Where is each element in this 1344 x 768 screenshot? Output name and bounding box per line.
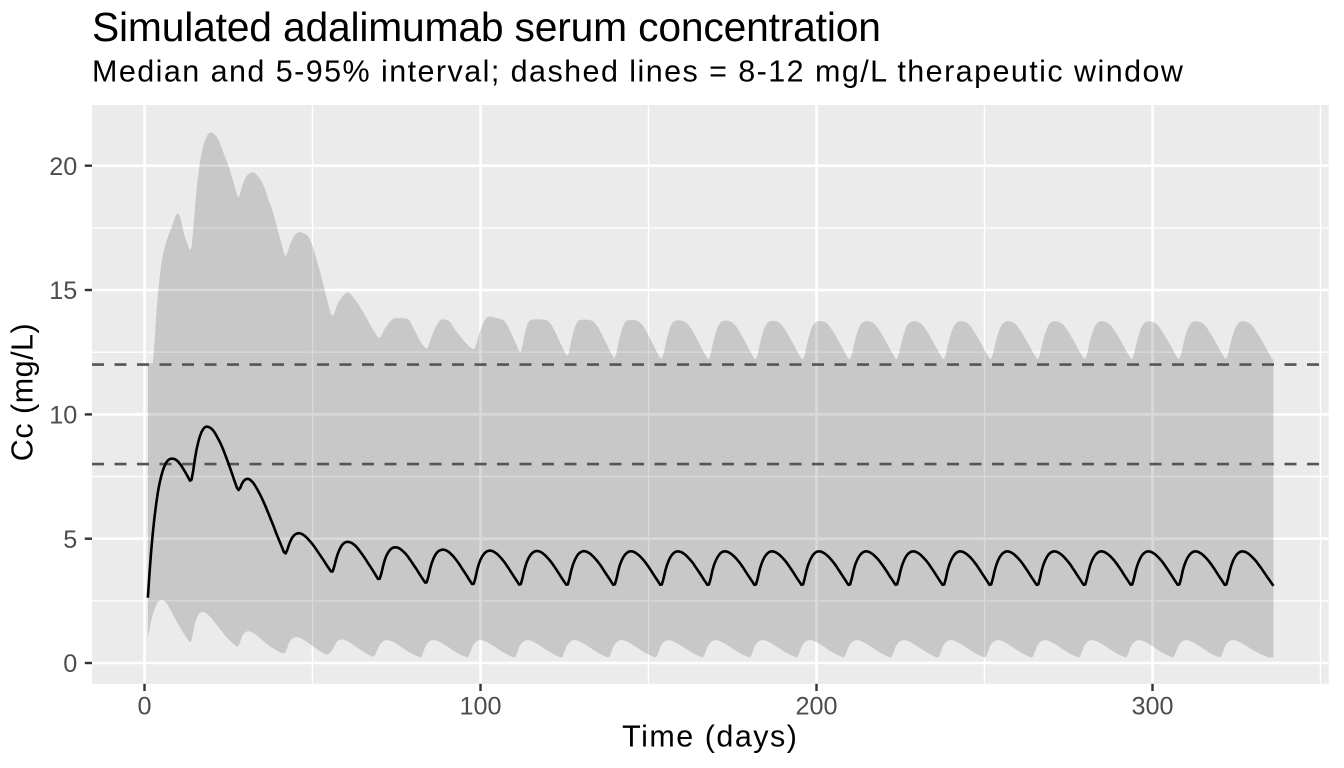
svg-text:200: 200 (795, 693, 837, 721)
svg-text:Time (days): Time (days) (622, 719, 798, 753)
svg-text:Median and 5-95% interval; das: Median and 5-95% interval; dashed lines … (92, 54, 1184, 88)
svg-text:15: 15 (49, 277, 77, 305)
svg-text:20: 20 (49, 153, 77, 181)
svg-text:Simulated adalimumab serum con: Simulated adalimumab serum concentration (92, 4, 881, 50)
svg-text:300: 300 (1131, 693, 1173, 721)
svg-text:Cc (mg/L): Cc (mg/L) (6, 323, 40, 461)
svg-text:10: 10 (49, 402, 77, 430)
svg-text:0: 0 (137, 693, 151, 721)
svg-text:0: 0 (63, 650, 77, 678)
svg-text:100: 100 (459, 693, 501, 721)
svg-text:5: 5 (63, 526, 77, 554)
